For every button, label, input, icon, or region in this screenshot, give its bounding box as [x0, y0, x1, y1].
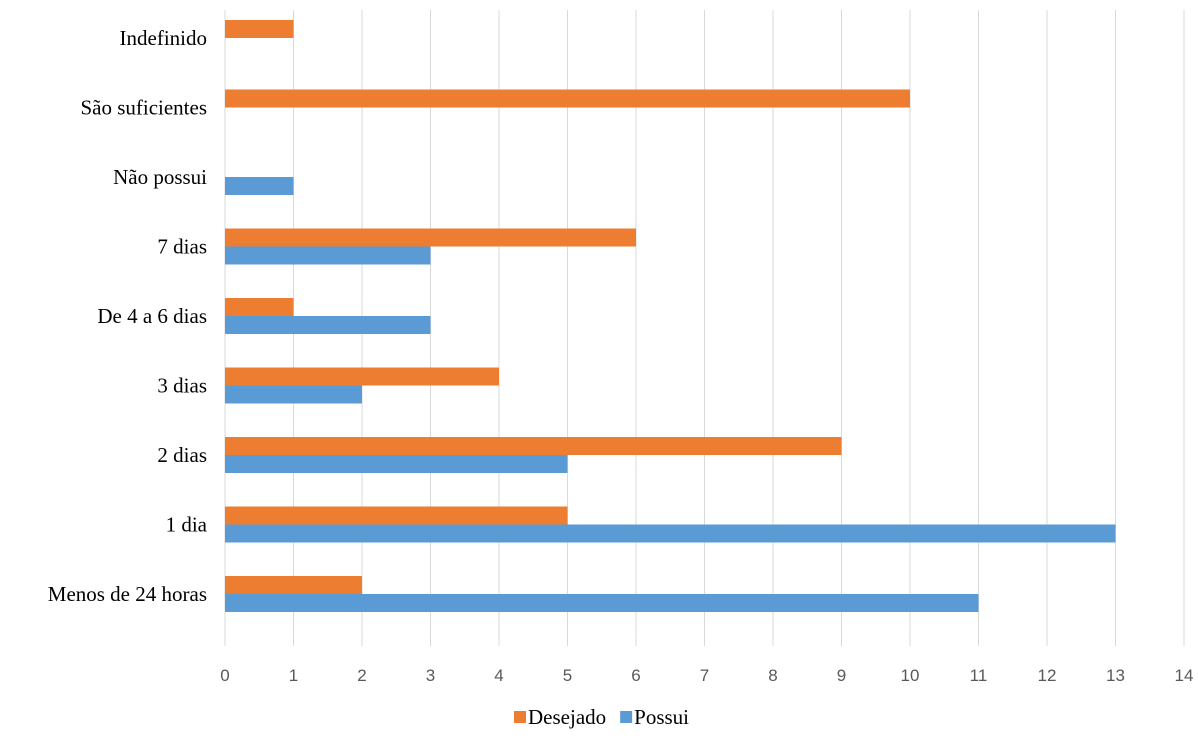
- legend-swatch-possui: [620, 711, 633, 723]
- bar-desejado-1: [225, 576, 362, 594]
- x-tick-label: 1: [289, 666, 298, 685]
- x-tick-label: 12: [1038, 666, 1057, 685]
- bar-possui-5: [225, 316, 431, 334]
- x-tick-label: 13: [1106, 666, 1125, 685]
- x-tick-label: 14: [1175, 666, 1194, 685]
- category-label: 1 dia: [166, 513, 208, 537]
- category-label: 2 dias: [157, 443, 207, 467]
- bar-possui-4: [225, 385, 362, 404]
- bar-desejado-8: [225, 89, 910, 108]
- legend: Desejado Possui: [514, 705, 689, 729]
- bar-possui-6: [225, 246, 431, 265]
- legend-label-desejado: Desejado: [528, 705, 606, 729]
- bar-desejado-5: [225, 298, 294, 316]
- x-tick-label: 6: [631, 666, 640, 685]
- bar-desejado-9: [225, 20, 294, 38]
- category-label: São suficientes: [80, 96, 207, 120]
- x-tick-label: 7: [700, 666, 709, 685]
- x-tick-label: 10: [901, 666, 920, 685]
- category-label: De 4 a 6 dias: [97, 304, 207, 328]
- bar-possui-7: [225, 177, 294, 195]
- bar-desejado-6: [225, 228, 636, 247]
- bar-desejado-4: [225, 367, 499, 386]
- category-labels: Menos de 24 horas 1 dia 2 dias 3 dias De 4 a…: [48, 26, 208, 606]
- legend-label-possui: Possui: [634, 705, 689, 729]
- x-tick-label: 2: [357, 666, 366, 685]
- bar-possui-1: [225, 594, 979, 612]
- x-tick-label: 5: [563, 666, 572, 685]
- x-tick-label: 3: [426, 666, 435, 685]
- x-tick-label: 9: [837, 666, 846, 685]
- x-tick-label: 8: [768, 666, 777, 685]
- x-tick-label: 4: [494, 666, 503, 685]
- category-label: 7 dias: [157, 235, 207, 259]
- x-tick-label: 11: [970, 666, 988, 685]
- category-label: Não possui: [113, 165, 207, 189]
- bar-possui-2: [225, 524, 1116, 543]
- bar-desejado-2: [225, 506, 568, 525]
- bar-possui-3: [225, 455, 568, 473]
- x-tick-label: 0: [220, 666, 229, 685]
- bars: [225, 20, 1116, 612]
- bar-desejado-3: [225, 437, 842, 455]
- legend-swatch-desejado: [514, 711, 526, 723]
- category-label: 3 dias: [157, 374, 207, 398]
- category-label: Indefinido: [120, 26, 207, 50]
- x-tick-labels: 0 1 2 3 4 5 6 7 8 9 10 11 12 13 14: [220, 666, 1193, 685]
- category-label: Menos de 24 horas: [48, 582, 207, 606]
